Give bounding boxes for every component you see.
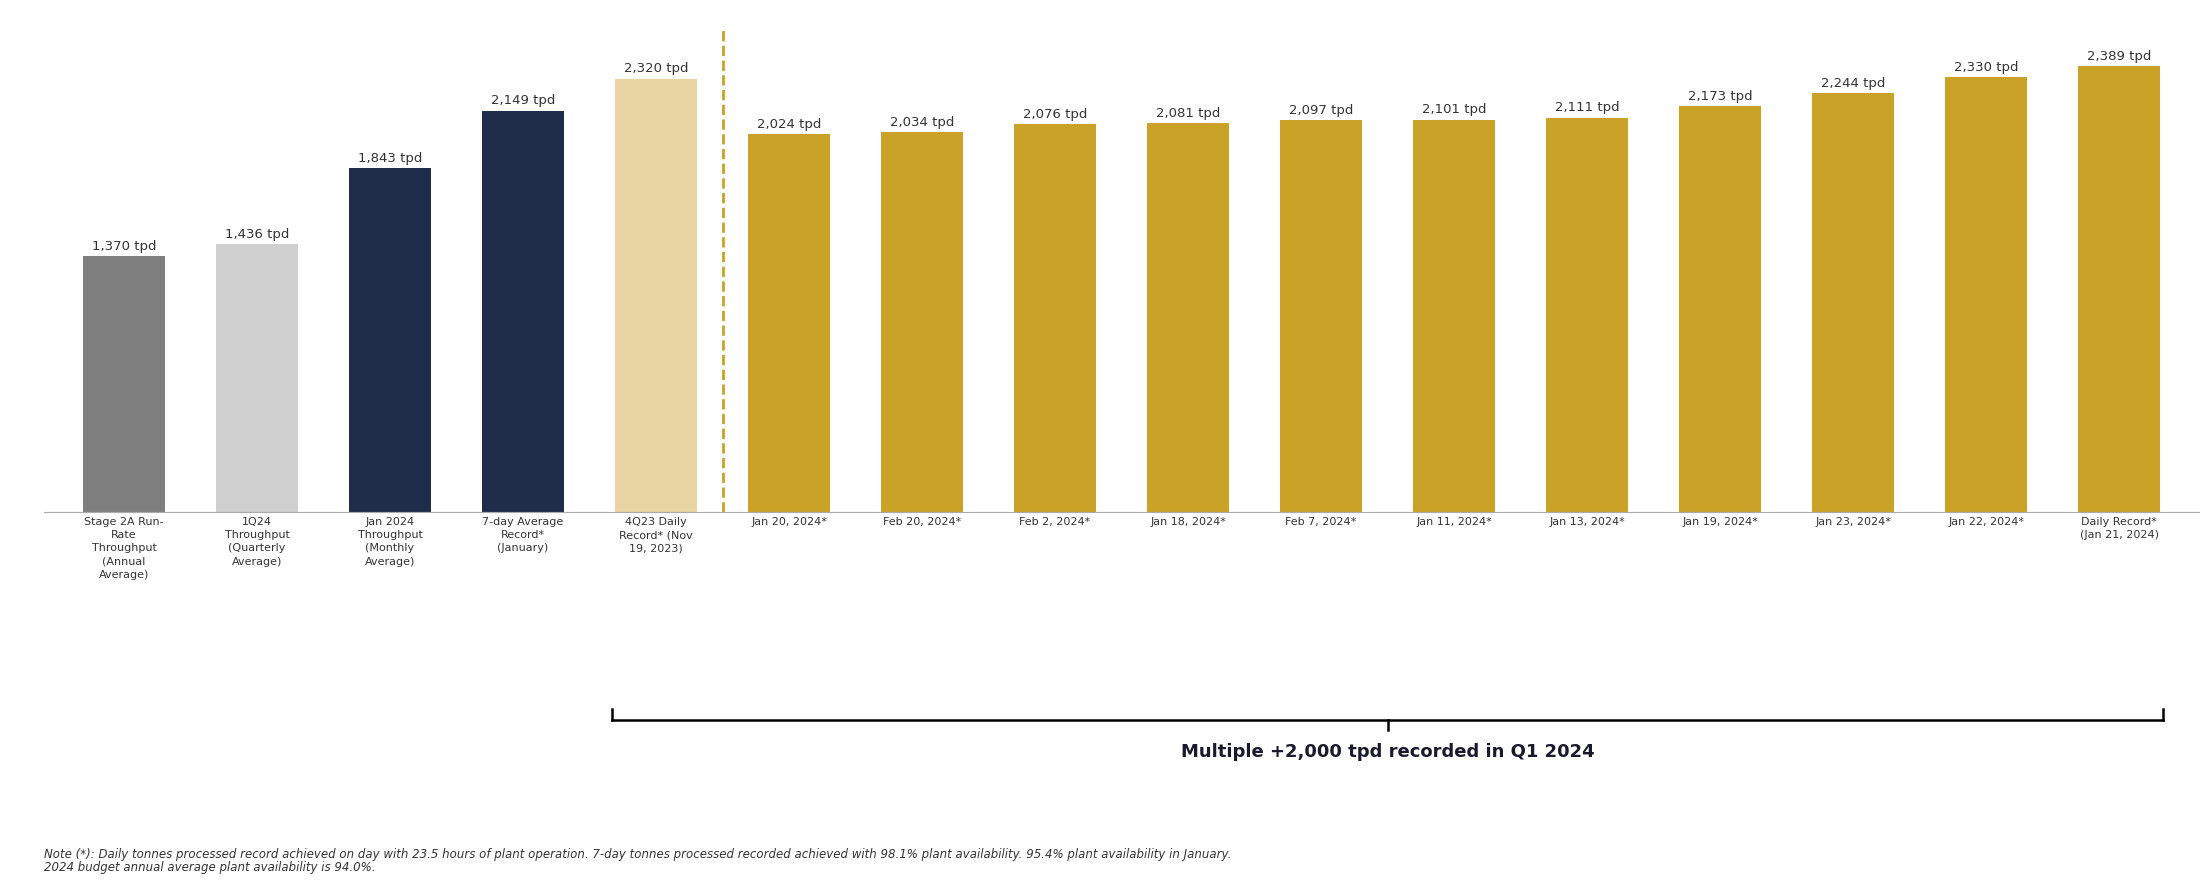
Text: 2,076 tpd: 2,076 tpd (1023, 108, 1087, 121)
Text: 2,149 tpd: 2,149 tpd (491, 94, 555, 108)
Text: 2,101 tpd: 2,101 tpd (1421, 103, 1487, 117)
Bar (1945, 77, 2027, 512)
Bar (882, 132, 964, 512)
Text: 2,173 tpd: 2,173 tpd (1688, 90, 1753, 103)
Text: 2,320 tpd: 2,320 tpd (623, 63, 687, 75)
Text: Note (*): Daily tonnes processed record achieved on day with 23.5 hours of plant: Note (*): Daily tonnes processed record … (44, 848, 1231, 861)
Bar (1014, 125, 1096, 512)
Bar (1680, 106, 1761, 512)
Bar (82, 256, 166, 512)
Text: 2,097 tpd: 2,097 tpd (1288, 104, 1353, 117)
Bar (1545, 117, 1629, 512)
Bar (614, 79, 698, 512)
Bar (349, 168, 431, 512)
Bar (1280, 120, 1361, 512)
Text: 2,111 tpd: 2,111 tpd (1556, 102, 1620, 115)
Text: 2,081 tpd: 2,081 tpd (1156, 107, 1220, 120)
Bar (1147, 124, 1229, 512)
Text: 2,024 tpd: 2,024 tpd (756, 117, 822, 131)
Bar (1412, 120, 1496, 512)
Text: 2,244 tpd: 2,244 tpd (1821, 77, 1885, 89)
Text: 2,389 tpd: 2,389 tpd (2086, 49, 2150, 63)
Bar (2077, 66, 2161, 512)
Text: Multiple +2,000 tpd recorded in Q1 2024: Multiple +2,000 tpd recorded in Q1 2024 (1180, 743, 1593, 761)
Text: 1,436 tpd: 1,436 tpd (225, 228, 290, 240)
Text: 2024 budget annual average plant availability is 94.0%.: 2024 budget annual average plant availab… (44, 861, 376, 874)
Text: 2,330 tpd: 2,330 tpd (1954, 61, 2018, 73)
Bar (1812, 93, 1894, 512)
Bar (747, 134, 831, 512)
Text: 1,370 tpd: 1,370 tpd (93, 240, 157, 253)
Text: 1,843 tpd: 1,843 tpd (358, 152, 422, 164)
Bar (482, 110, 564, 512)
Bar (217, 244, 298, 512)
Text: 2,034 tpd: 2,034 tpd (891, 116, 955, 129)
